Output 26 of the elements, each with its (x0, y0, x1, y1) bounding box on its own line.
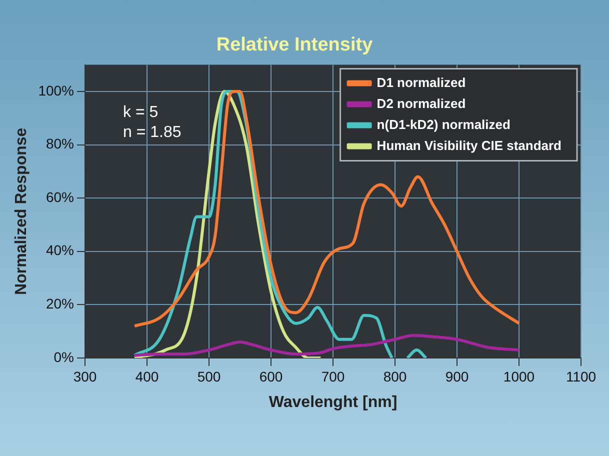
x-tick-label: 400 (135, 368, 159, 384)
x-tick-label: 500 (197, 368, 221, 384)
y-tick-label: 100% (38, 82, 74, 98)
x-tick-label: 900 (445, 368, 469, 384)
x-tick-label: 1000 (503, 368, 535, 384)
legend-label: Human Visibility CIE standard (376, 138, 562, 153)
x-tick-label: 700 (321, 368, 345, 384)
legend-label: n(D1-kD2) normalized (376, 116, 510, 132)
line-series (133, 334, 520, 357)
annotation: n = 1.85 (123, 124, 182, 142)
x-axis-title: Wavelenght [nm] (268, 394, 398, 411)
annotation: k = 5 (123, 104, 158, 122)
legend-label: D1 normalized (376, 74, 466, 90)
chart-title: Relative Intensity (216, 34, 374, 56)
y-tick-label: 40% (46, 242, 74, 258)
line-series (133, 90, 322, 358)
y-tick-label: 0% (54, 348, 74, 365)
x-tick-label: 600 (259, 368, 283, 384)
y-tick-label: 20% (46, 296, 74, 312)
y-tick-label: 80% (46, 136, 74, 152)
x-tick-label: 800 (383, 368, 407, 384)
y-tick-label: 60% (46, 188, 74, 205)
legend-label: D2 normalized (376, 96, 466, 111)
y-axis-title: Normalized Response (13, 128, 30, 295)
x-tick-label: 300 (73, 368, 97, 384)
x-tick-label: 1100 (566, 368, 596, 384)
